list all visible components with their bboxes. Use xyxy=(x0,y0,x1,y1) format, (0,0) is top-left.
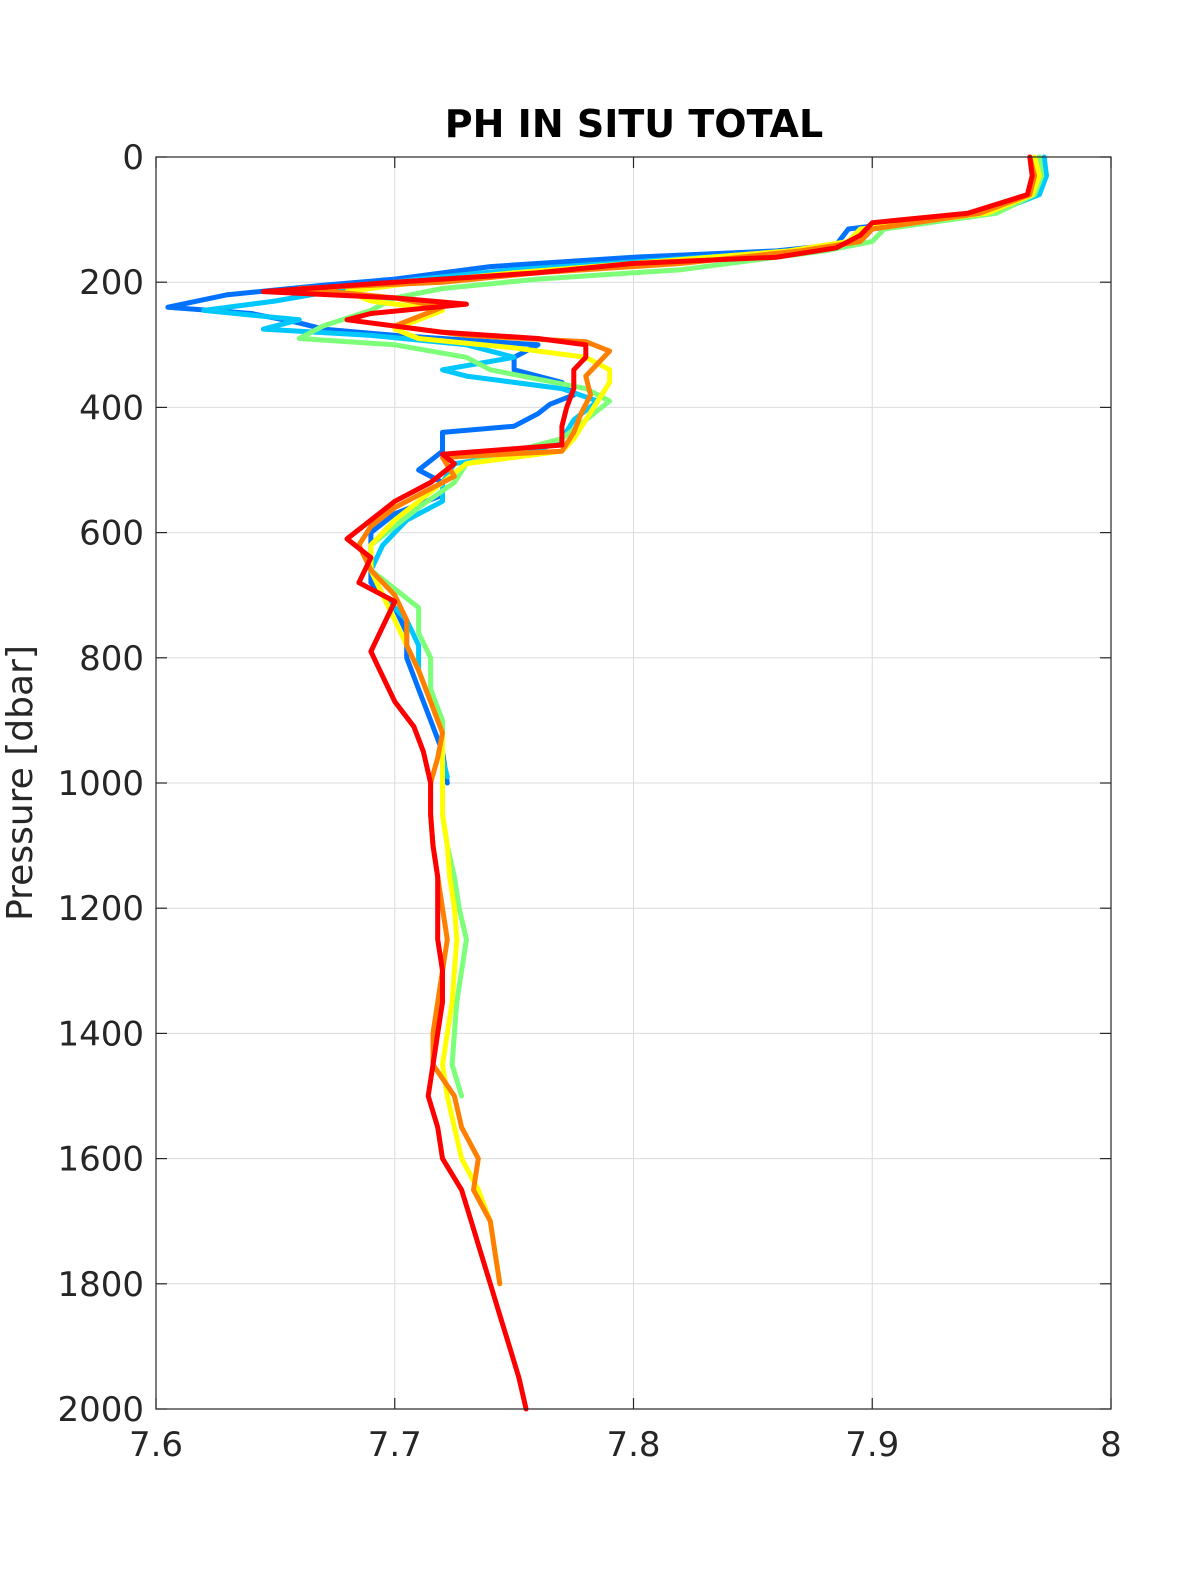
chart-title: PH IN SITU TOTAL xyxy=(445,102,823,146)
y-tick-label: 400 xyxy=(79,388,144,428)
axis-ticks xyxy=(155,156,1112,1410)
x-tick-label: 7.9 xyxy=(845,1425,899,1465)
x-tick-label: 7.7 xyxy=(368,1425,422,1465)
y-tick-label: 2000 xyxy=(57,1390,144,1430)
y-tick-label: 1400 xyxy=(57,1014,144,1054)
series-line-1 xyxy=(165,154,1047,786)
y-tick-label: 600 xyxy=(79,514,144,554)
grid xyxy=(155,156,1112,1410)
y-tick-label: 200 xyxy=(79,263,144,303)
y-tick-label: 0 xyxy=(122,138,144,178)
x-tick-label: 7.8 xyxy=(606,1425,660,1465)
y-tick-label: 1000 xyxy=(57,764,144,804)
series-layer xyxy=(165,154,1049,1412)
series-line-5 xyxy=(296,154,1038,1287)
y-tick-label: 800 xyxy=(79,639,144,679)
y-axis-tick-labels: 0 200 400 600 800 1000 1200 1400 1600 1800 2000 xyxy=(57,138,144,1430)
y-tick-label: 1800 xyxy=(57,1265,144,1305)
y-tick-label: 1200 xyxy=(57,889,144,929)
x-tick-label: 8 xyxy=(1100,1425,1122,1465)
x-tick-label: 7.6 xyxy=(129,1425,183,1465)
series-line-4 xyxy=(344,154,1042,1287)
series-line-2 xyxy=(201,154,1049,780)
x-axis-tick-labels: 7.6 7.7 7.8 7.9 8 xyxy=(129,1425,1122,1465)
y-axis-label: Pressure [dbar] xyxy=(0,645,41,921)
series-line-6 xyxy=(260,154,1035,1412)
y-tick-label: 1600 xyxy=(57,1140,144,1180)
